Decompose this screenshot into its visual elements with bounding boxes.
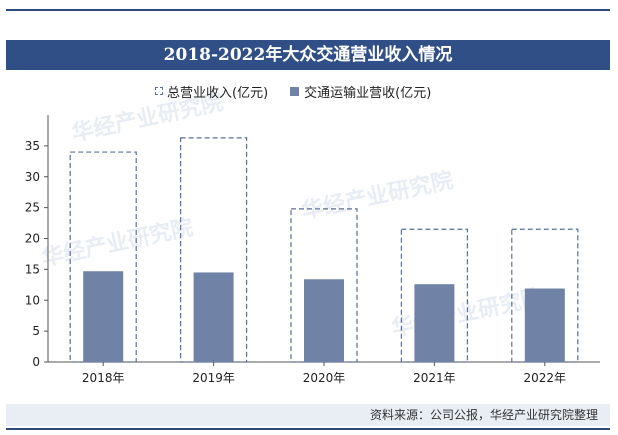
bar-total-revenue: [511, 228, 579, 363]
bar-total-revenue: [400, 228, 468, 363]
y-tick-label: 10: [25, 293, 40, 307]
legend-item-transport: 交通运输业营收(亿元): [290, 82, 431, 101]
x-tick-label: 2022年: [524, 371, 567, 385]
legend-swatch-total: [155, 87, 163, 95]
x-tick-label: 2021年: [413, 371, 456, 385]
bar-transport-revenue: [304, 279, 344, 362]
bar-transport-revenue: [193, 272, 234, 362]
bar-transport-revenue: [524, 288, 565, 362]
legend: 总营业收入(亿元) 交通运输业营收(亿元): [155, 82, 453, 101]
legend-label-transport: 交通运输业营收(亿元): [304, 85, 432, 101]
x-tick-label: 2019年: [192, 371, 235, 385]
legend-label-total: 总营业收入(亿元): [167, 85, 269, 101]
bottom-rule: [6, 428, 610, 430]
x-tick-label: 2020年: [303, 371, 346, 385]
y-tick-label: 20: [25, 232, 40, 246]
y-tick-label: 5: [32, 324, 40, 338]
source-note: 资料来源：公司公报，华经产业研究院整理: [6, 404, 610, 426]
top-rule: [6, 9, 610, 11]
legend-item-total: 总营业收入(亿元): [155, 82, 268, 101]
bar-transport-revenue: [414, 284, 455, 362]
y-tick-label: 15: [25, 262, 40, 276]
chart-title: 2018-2022年大众交通营业收入情况: [6, 40, 610, 70]
x-tick-label: 2018年: [82, 371, 125, 385]
legend-swatch-transport: [290, 86, 300, 96]
y-tick-label: 0: [32, 355, 40, 369]
y-tick-label: 35: [25, 139, 40, 153]
y-tick-label: 30: [25, 170, 40, 184]
y-tick-label: 25: [25, 201, 40, 215]
bar-transport-revenue: [83, 271, 124, 362]
